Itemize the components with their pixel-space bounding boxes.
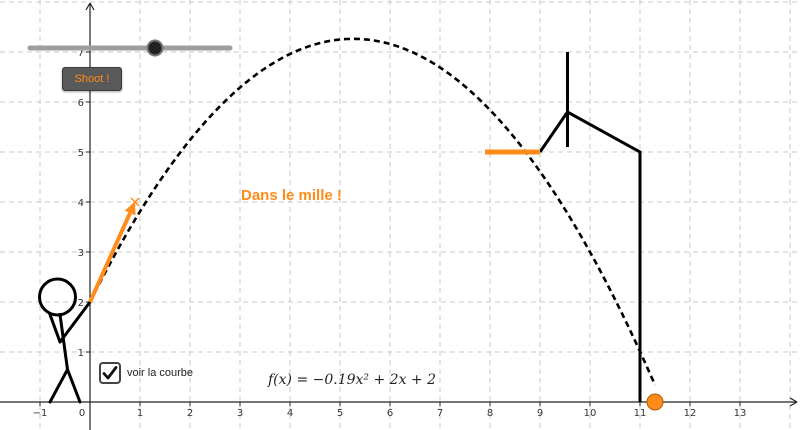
y-tick-label: 3 <box>78 248 84 259</box>
y-tick-label: 6 <box>78 98 84 109</box>
basketball-hoop <box>485 52 642 402</box>
x-tick-label: 8 <box>487 408 493 419</box>
figure-body <box>58 313 69 371</box>
ball-icon <box>646 393 664 411</box>
x-tick-label: 0 <box>79 408 85 419</box>
figure-head <box>38 277 77 317</box>
launch-vector[interactable] <box>88 197 140 303</box>
launch-vector-shaft <box>88 212 132 303</box>
x-tick-label: 12 <box>684 408 697 419</box>
show-curve-label: voir la courbe <box>127 367 194 379</box>
figure-leg <box>66 368 82 404</box>
x-tick-label: 10 <box>584 408 597 419</box>
x-tick-label: 2 <box>187 408 193 419</box>
checkmark-icon <box>102 366 118 380</box>
result-message: Dans le mille ! <box>241 187 342 204</box>
x-tick-label: 9 <box>537 408 543 419</box>
angle-slider[interactable] <box>27 39 233 57</box>
trajectory-curve <box>88 37 657 386</box>
figure-arm <box>48 313 62 344</box>
x-tick-label: 3 <box>237 408 243 419</box>
show-curve-checkbox[interactable] <box>99 362 121 384</box>
y-axis-arrow-icon <box>85 2 95 11</box>
y-tick-label: 4 <box>78 198 84 209</box>
figure-leg <box>48 368 69 404</box>
figure-arm <box>58 300 92 344</box>
x-tick-label: −1 <box>33 408 48 419</box>
y-tick-label: 5 <box>78 148 84 159</box>
x-tick-label: 5 <box>337 408 343 419</box>
x-tick-label: 1 <box>137 408 143 419</box>
shoot-button[interactable]: Shoot ! <box>62 67 122 91</box>
hoop-pole <box>538 110 642 402</box>
x-tick-label: 13 <box>734 408 747 419</box>
y-tick-label: 7 <box>78 48 84 59</box>
y-tick-label: 1 <box>78 348 84 359</box>
x-tick-label: 11 <box>634 408 647 419</box>
launch-vector-handle-icon <box>130 197 140 207</box>
y-tick-label: 2 <box>78 298 84 309</box>
launch-vector-arrowhead-icon <box>124 202 136 216</box>
x-tick-label: 6 <box>387 408 393 419</box>
slider-knob[interactable] <box>146 39 164 57</box>
x-axis-arrow-icon <box>789 397 798 407</box>
x-tick-label: 4 <box>287 408 293 419</box>
stick-figure <box>38 277 92 404</box>
x-tick-label: 7 <box>437 408 443 419</box>
show-curve-toggle[interactable]: voir la courbe <box>99 362 193 384</box>
function-formula: f(x) = −0.19x² + 2x + 2 <box>268 372 437 388</box>
